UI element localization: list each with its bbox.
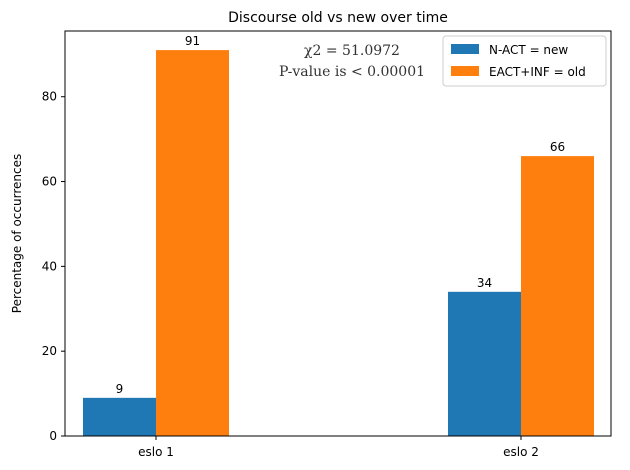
bar-old-eslo-1 [156, 50, 229, 436]
bars-group [83, 50, 594, 436]
legend-swatch-new [451, 44, 479, 54]
legend-box [442, 35, 607, 87]
data-label-old-eslo-1: 91 [185, 34, 200, 48]
bar-new-eslo-2 [448, 291, 521, 436]
y-tick-label: 60 [42, 175, 57, 189]
bar-new-eslo-1 [83, 397, 156, 436]
y-tick-label: 20 [42, 344, 57, 358]
legend-swatch-old [451, 66, 479, 76]
legend: N-ACT = new EACT+INF = old [442, 35, 607, 87]
y-tick-label: 0 [49, 429, 57, 443]
x-axis: eslo 1 eslo 2 [138, 436, 539, 459]
data-labels-group: 9 34 91 66 [116, 34, 565, 396]
bar-old-eslo-2 [521, 156, 594, 436]
y-axis: 0 20 40 60 80 [42, 90, 65, 443]
x-tick-label: eslo 2 [503, 445, 539, 459]
annotation: χ2 = 51.0972 P-value is < 0.00001 [279, 43, 425, 80]
data-label-new-eslo-2: 34 [477, 276, 492, 290]
y-tick-label: 40 [42, 259, 57, 273]
legend-label-old: EACT+INF = old [489, 65, 586, 79]
x-tick-label: eslo 1 [138, 445, 174, 459]
legend-label-new: N-ACT = new [489, 43, 568, 57]
annotation-chi2: χ2 = 51.0972 [304, 43, 400, 59]
y-axis-label: Percentage of occurrences [10, 154, 24, 313]
data-label-old-eslo-2: 66 [550, 140, 565, 154]
plot-frame [64, 30, 612, 437]
y-tick-label: 80 [42, 90, 57, 104]
data-label-new-eslo-1: 9 [116, 382, 124, 396]
annotation-pvalue: P-value is < 0.00001 [279, 64, 425, 80]
chart-title: Discourse old vs new over time [228, 10, 448, 26]
